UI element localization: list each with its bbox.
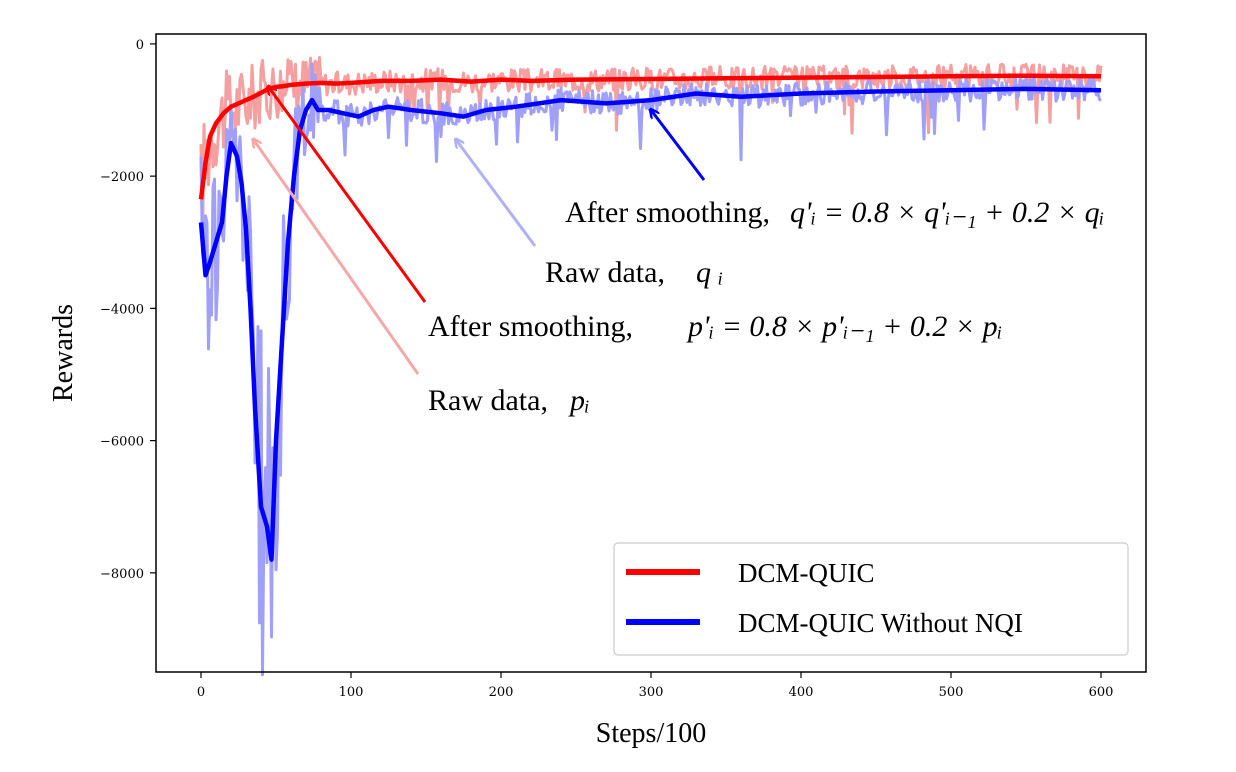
x-axis: 0 100 200 300 400 500 600: [197, 672, 1114, 700]
annotation-arrow-3: [254, 140, 420, 375]
x-tick-label: 300: [639, 685, 664, 700]
x-tick-label: 100: [339, 685, 364, 700]
annotation-arrow-2: [269, 87, 427, 303]
x-tick-label: 500: [939, 685, 964, 700]
annotation-p-smooth-prefix: After smoothing,: [428, 310, 633, 343]
annotation-p-raw-formula: pᵢ: [568, 384, 590, 417]
y-axis: 0 −2000 −4000 −6000 −8000: [100, 38, 156, 582]
y-tick-label: −2000: [100, 170, 144, 185]
annotation-q-raw-prefix: Raw data,: [545, 256, 665, 289]
annotation-p-smooth: After smoothing, p'ᵢ = 0.8 × p'ᵢ₋₁ + 0.2…: [428, 310, 1002, 343]
annotation-p-raw: Raw data, pᵢ: [428, 384, 590, 417]
smoothed-data-layer: [198, 73, 1102, 562]
y-tick-label: −4000: [100, 302, 144, 317]
x-axis-label: Steps/100: [596, 718, 706, 749]
y-axis-label: Rewards: [48, 304, 79, 402]
annotation-arrow-0: [651, 110, 706, 181]
annotation-arrows: [254, 87, 706, 375]
annotation-q-raw: Raw data, q ᵢ: [545, 256, 723, 289]
x-tick-label: 0: [197, 685, 205, 700]
annotation-q-smooth-prefix: After smoothing,: [565, 196, 770, 229]
legend-label-without-nqi: DCM-QUIC Without NQI: [738, 608, 1023, 638]
annotation-q-smooth: After smoothing, q'ᵢ = 0.8 × q'ᵢ₋₁ + 0.2…: [565, 196, 1104, 229]
y-tick-label: −8000: [100, 567, 144, 582]
legend-label-dcm-quic: DCM-QUIC: [738, 558, 875, 588]
y-tick-label: 0: [136, 38, 144, 53]
annotation-q-smooth-formula: q'ᵢ = 0.8 × q'ᵢ₋₁ + 0.2 × qᵢ: [790, 196, 1104, 229]
annotation-q-raw-formula: q ᵢ: [696, 256, 723, 289]
y-tick-label: −6000: [100, 435, 144, 450]
annotation-arrow-1: [456, 140, 537, 247]
smoothed-series-1: [198, 86, 1102, 562]
x-tick-label: 400: [789, 685, 814, 700]
x-tick-label: 600: [1089, 685, 1114, 700]
annotation-p-raw-prefix: Raw data,: [428, 384, 548, 417]
smoothed-series-0: [198, 73, 1102, 200]
x-tick-label: 200: [489, 685, 514, 700]
legend-box: [613, 542, 1129, 656]
annotation-p-smooth-formula: p'ᵢ = 0.8 × p'ᵢ₋₁ + 0.2 × pᵢ: [686, 310, 1002, 343]
legend: DCM-QUIC DCM-QUIC Without NQI: [613, 542, 1129, 656]
